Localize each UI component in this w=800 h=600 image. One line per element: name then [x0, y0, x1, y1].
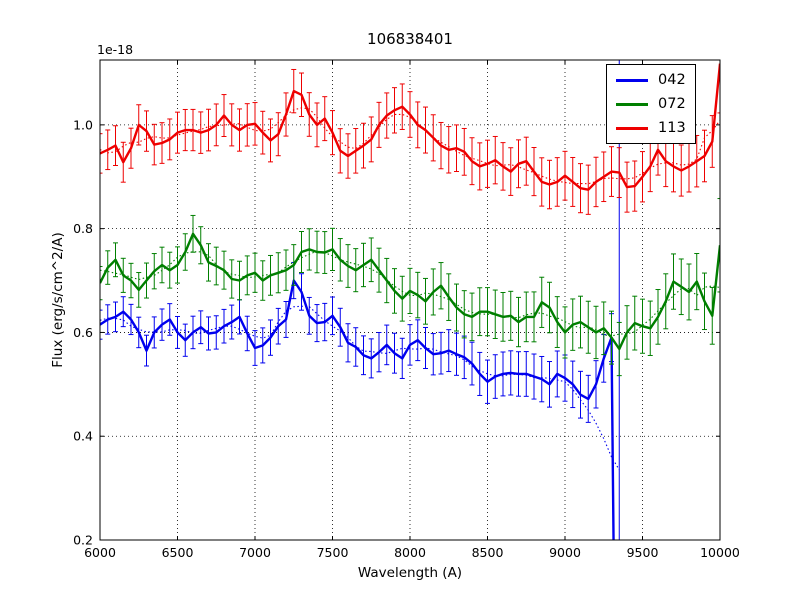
spectrum-line-113: [100, 63, 720, 191]
series-042: [100, 60, 620, 540]
x-tick-label: 8000: [394, 545, 426, 560]
legend-label-042: 042: [658, 71, 686, 88]
legend-item-113: 113: [616, 116, 686, 140]
plot-area: [100, 60, 720, 540]
legend-label-072: 072: [658, 95, 686, 112]
y-tick-label: 0.8: [73, 221, 93, 236]
y-axis-offset-label: 1e-18: [97, 42, 134, 57]
x-tick-label: 9500: [627, 545, 659, 560]
x-tick-label: 8500: [472, 545, 504, 560]
series-072: [100, 198, 720, 377]
legend-line-072: [616, 102, 648, 106]
legend-item-072: 072: [616, 92, 686, 116]
y-tick-label: 0.4: [73, 429, 93, 444]
legend-line-113: [616, 126, 648, 130]
series-113: [100, 60, 720, 215]
chart-title: 106838401: [367, 30, 453, 48]
model-line-113: [100, 107, 720, 185]
legend-item-042: 042: [616, 68, 686, 92]
x-tick-label: 9000: [549, 545, 581, 560]
x-tick-label: 10000: [700, 545, 740, 560]
spectrum-line-072: [100, 232, 720, 351]
tick-marks: [99, 60, 721, 541]
spectrum-line-042: [100, 279, 615, 540]
legend: 042 072 113: [606, 64, 696, 144]
y-tick-label: 0.6: [73, 325, 93, 340]
legend-label-113: 113: [658, 119, 686, 136]
errorbars-042: [100, 60, 620, 540]
tick-labels: 6000 6500 7000 7500 8000 8500 9000 9500 10000 0.2…: [73, 117, 740, 560]
x-axis-label: Wavelength (A): [357, 565, 463, 581]
y-tick-label: 0.2: [73, 533, 93, 548]
legend-line-042: [616, 78, 648, 82]
x-tick-label: 6500: [162, 545, 194, 560]
y-tick-label: 1.0: [73, 117, 93, 132]
x-tick-label: 6000: [84, 545, 116, 560]
x-tick-label: 7500: [317, 545, 349, 560]
x-tick-label: 7000: [239, 545, 271, 560]
